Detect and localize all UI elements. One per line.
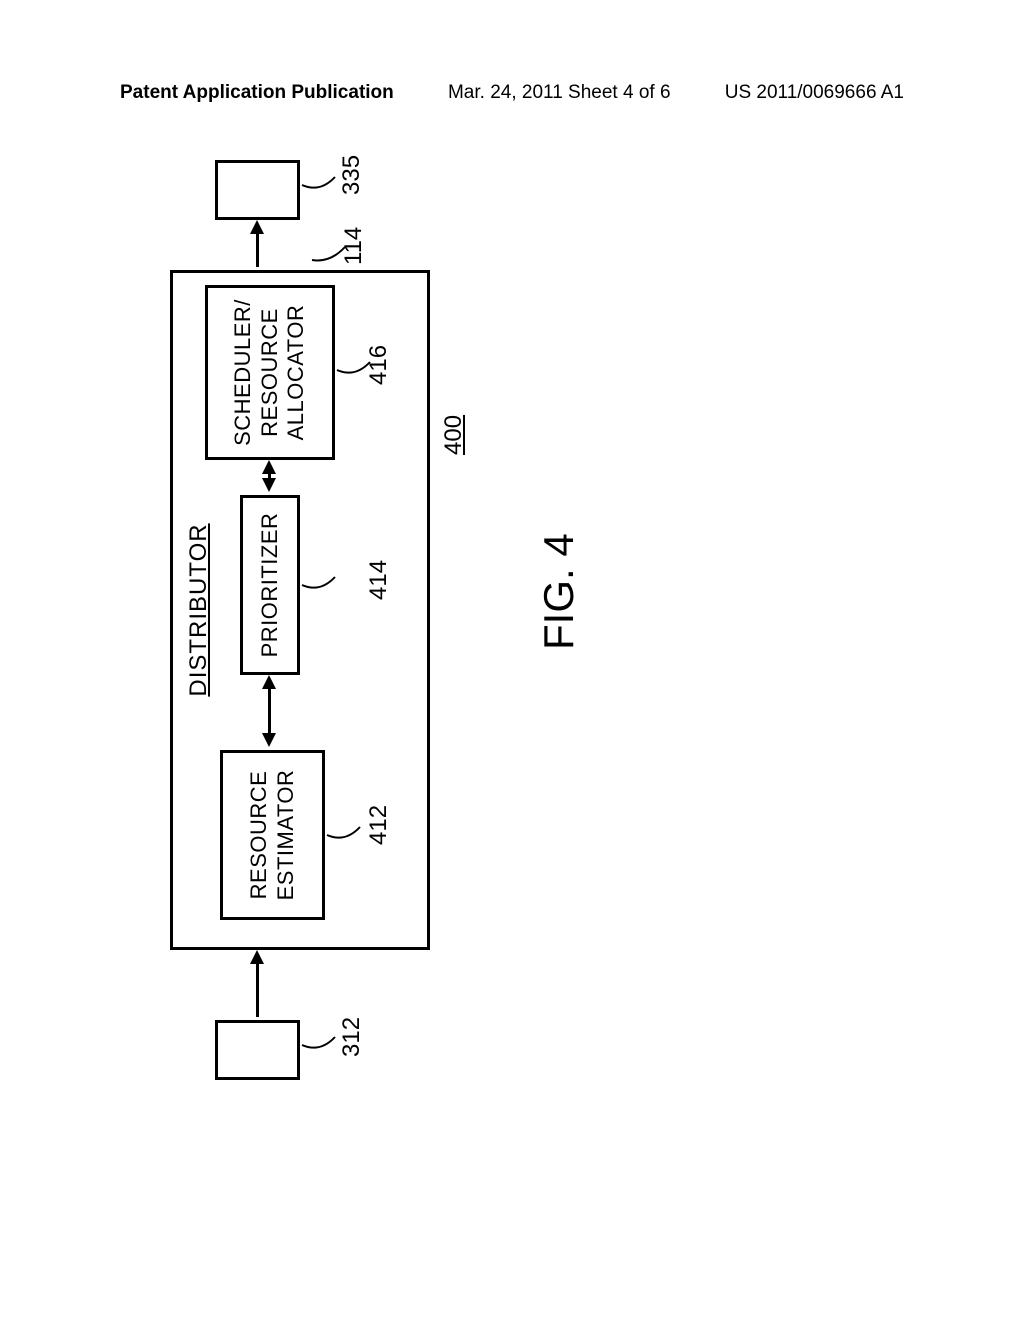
diagram-content: DISTRIBUTOR RESOURCE ESTIMATOR PRIORITIZ… [140, 130, 590, 1090]
curve-335 [300, 165, 340, 195]
arrowhead-est-pri-r [262, 675, 276, 689]
arrow-distributor-to-output [256, 232, 259, 267]
ref-312: 312 [338, 1017, 366, 1057]
scheduler-block: SCHEDULER/ RESOURCE ALLOCATOR [205, 285, 335, 460]
arrowhead-pri-sch-r [262, 460, 276, 474]
header-pub-number: US 2011/0069666 A1 [725, 82, 904, 104]
page-header: Patent Application Publication Mar. 24, … [0, 82, 1024, 104]
ref-414: 414 [365, 560, 393, 600]
ref-412: 412 [365, 805, 393, 845]
header-publication: Patent Application Publication [120, 82, 394, 104]
curve-312 [300, 1025, 340, 1055]
arrowhead-input [250, 950, 264, 964]
ref-335: 335 [338, 155, 366, 195]
ref-400: 400 [440, 415, 468, 455]
estimator-line2: ESTIMATOR [273, 770, 299, 901]
arrow-input-to-distributor [256, 962, 259, 1017]
arrowhead-output [250, 220, 264, 234]
scheduler-line1: SCHEDULER/ [230, 299, 256, 446]
curve-412 [325, 815, 365, 845]
input-block [215, 1020, 300, 1080]
output-block [215, 160, 300, 220]
figure-label: FIG. 4 [535, 533, 583, 650]
scheduler-line3: ALLOCATOR [283, 305, 309, 441]
scheduler-line2: RESOURCE [257, 308, 283, 437]
arrowhead-pri-sch-l [262, 478, 276, 492]
figure-diagram: DISTRIBUTOR RESOURCE ESTIMATOR PRIORITIZ… [0, 385, 845, 835]
ref-416: 416 [365, 345, 393, 385]
prioritizer-block: PRIORITIZER [240, 495, 300, 675]
estimator-line1: RESOURCE [246, 771, 272, 900]
distributor-title: DISTRIBUTOR [185, 523, 213, 696]
header-date-sheet: Mar. 24, 2011 Sheet 4 of 6 [448, 82, 671, 104]
curve-414 [300, 565, 340, 595]
resource-estimator-block: RESOURCE ESTIMATOR [220, 750, 325, 920]
ref-114: 114 [340, 227, 368, 265]
arrowhead-est-pri-l [262, 733, 276, 747]
arrow-est-pri [268, 686, 271, 736]
prioritizer-line1: PRIORITIZER [257, 513, 283, 658]
